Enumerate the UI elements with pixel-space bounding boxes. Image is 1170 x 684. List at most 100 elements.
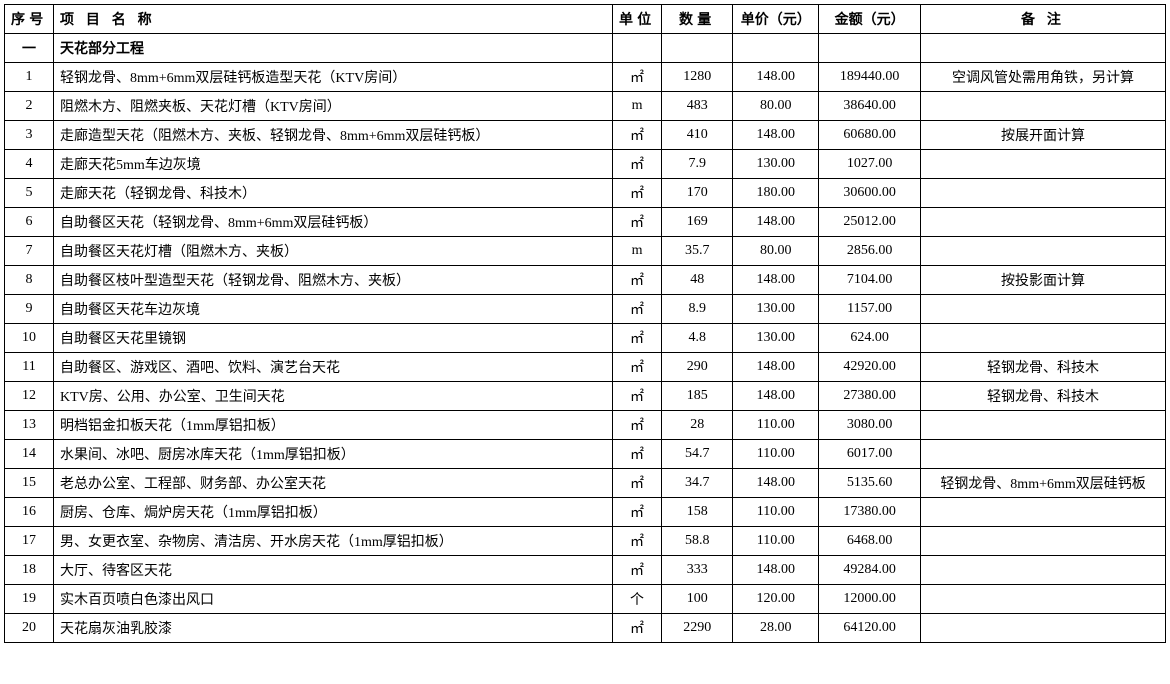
cell-unit: 个 <box>613 585 662 614</box>
cell-amount: 27380.00 <box>819 382 921 411</box>
cell-seq: 19 <box>5 585 54 614</box>
table-row: 5走廊天花（轻钢龙骨、科技木）㎡170180.0030600.00 <box>5 179 1166 208</box>
cell-note <box>921 585 1166 614</box>
header-row: 序号项 目 名 称单位数量单价（元）金额（元）备 注 <box>5 5 1166 34</box>
header-note: 备 注 <box>921 5 1166 34</box>
cell-note <box>921 295 1166 324</box>
cell-seq: 20 <box>5 614 54 643</box>
cell-note <box>921 208 1166 237</box>
cell-price: 148.00 <box>733 556 819 585</box>
cell-name: 自助餐区、游戏区、酒吧、饮料、演艺台天花 <box>53 353 612 382</box>
header-name: 项 目 名 称 <box>53 5 612 34</box>
cell-seq: 9 <box>5 295 54 324</box>
cell-unit: ㎡ <box>613 382 662 411</box>
cell-qty <box>662 34 733 63</box>
cell-qty: 1280 <box>662 63 733 92</box>
cell-amount: 2856.00 <box>819 237 921 266</box>
cell-seq: 7 <box>5 237 54 266</box>
cell-qty: 4.8 <box>662 324 733 353</box>
cell-amount: 38640.00 <box>819 92 921 121</box>
cell-unit: ㎡ <box>613 411 662 440</box>
cell-note: 空调风管处需用角铁，另计算 <box>921 63 1166 92</box>
cell-unit: ㎡ <box>613 353 662 382</box>
cell-unit: ㎡ <box>613 266 662 295</box>
cell-amount: 49284.00 <box>819 556 921 585</box>
table-row: 3走廊造型天花（阻燃木方、夹板、轻钢龙骨、8mm+6mm双层硅钙板）㎡41014… <box>5 121 1166 150</box>
cell-price: 130.00 <box>733 150 819 179</box>
cell-note <box>921 527 1166 556</box>
cell-qty: 290 <box>662 353 733 382</box>
cell-note <box>921 440 1166 469</box>
cell-amount: 6468.00 <box>819 527 921 556</box>
cell-note: 轻钢龙骨、科技木 <box>921 382 1166 411</box>
cell-note <box>921 237 1166 266</box>
cell-price: 180.00 <box>733 179 819 208</box>
cell-amount: 60680.00 <box>819 121 921 150</box>
cell-amount <box>819 34 921 63</box>
cell-amount: 7104.00 <box>819 266 921 295</box>
cell-name: 天花扇灰油乳胶漆 <box>53 614 612 643</box>
table-row: 2阻燃木方、阻燃夹板、天花灯槽（KTV房间）m48380.0038640.00 <box>5 92 1166 121</box>
cell-amount: 17380.00 <box>819 498 921 527</box>
cell-amount: 12000.00 <box>819 585 921 614</box>
table-row: 11自助餐区、游戏区、酒吧、饮料、演艺台天花㎡290148.0042920.00… <box>5 353 1166 382</box>
cell-price: 148.00 <box>733 266 819 295</box>
cell-unit: ㎡ <box>613 469 662 498</box>
cell-qty: 54.7 <box>662 440 733 469</box>
cell-amount: 30600.00 <box>819 179 921 208</box>
cell-price: 80.00 <box>733 92 819 121</box>
header-qty: 数量 <box>662 5 733 34</box>
cell-note: 按投影面计算 <box>921 266 1166 295</box>
cell-unit: m <box>613 92 662 121</box>
cell-unit: ㎡ <box>613 121 662 150</box>
cell-qty: 28 <box>662 411 733 440</box>
cell-price: 120.00 <box>733 585 819 614</box>
cell-unit: ㎡ <box>613 63 662 92</box>
table-row: 15老总办公室、工程部、财务部、办公室天花㎡34.7148.005135.60轻… <box>5 469 1166 498</box>
cell-price: 28.00 <box>733 614 819 643</box>
cell-qty: 8.9 <box>662 295 733 324</box>
cell-amount: 5135.60 <box>819 469 921 498</box>
table-body: 一天花部分工程1轻钢龙骨、8mm+6mm双层硅钙板造型天花（KTV房间）㎡128… <box>5 34 1166 643</box>
cell-qty: 58.8 <box>662 527 733 556</box>
cell-name: 走廊造型天花（阻燃木方、夹板、轻钢龙骨、8mm+6mm双层硅钙板） <box>53 121 612 150</box>
cell-name: 大厅、待客区天花 <box>53 556 612 585</box>
cell-name: 轻钢龙骨、8mm+6mm双层硅钙板造型天花（KTV房间） <box>53 63 612 92</box>
cell-note <box>921 614 1166 643</box>
section-row: 一天花部分工程 <box>5 34 1166 63</box>
cell-unit: ㎡ <box>613 498 662 527</box>
cell-unit: ㎡ <box>613 208 662 237</box>
cell-qty: 34.7 <box>662 469 733 498</box>
cell-qty: 2290 <box>662 614 733 643</box>
cell-unit: ㎡ <box>613 440 662 469</box>
cell-unit: m <box>613 237 662 266</box>
cell-unit: ㎡ <box>613 179 662 208</box>
cell-qty: 410 <box>662 121 733 150</box>
table-row: 14水果间、冰吧、厨房冰库天花（1mm厚铝扣板）㎡54.7110.006017.… <box>5 440 1166 469</box>
cell-seq: 2 <box>5 92 54 121</box>
table-row: 19实木百页喷白色漆出风口个100120.0012000.00 <box>5 585 1166 614</box>
cell-note: 轻钢龙骨、8mm+6mm双层硅钙板 <box>921 469 1166 498</box>
cell-seq: 11 <box>5 353 54 382</box>
cell-seq: 6 <box>5 208 54 237</box>
cell-qty: 185 <box>662 382 733 411</box>
cell-qty: 100 <box>662 585 733 614</box>
cell-seq: 4 <box>5 150 54 179</box>
cell-name: 厨房、仓库、焗炉房天花（1mm厚铝扣板） <box>53 498 612 527</box>
cell-note <box>921 34 1166 63</box>
cell-qty: 333 <box>662 556 733 585</box>
cell-name: 自助餐区天花（轻钢龙骨、8mm+6mm双层硅钙板） <box>53 208 612 237</box>
header-price: 单价（元） <box>733 5 819 34</box>
cell-seq: 3 <box>5 121 54 150</box>
cell-amount: 1157.00 <box>819 295 921 324</box>
cell-amount: 3080.00 <box>819 411 921 440</box>
table-row: 6自助餐区天花（轻钢龙骨、8mm+6mm双层硅钙板）㎡169148.002501… <box>5 208 1166 237</box>
cell-seq: 17 <box>5 527 54 556</box>
cell-name: KTV房、公用、办公室、卫生间天花 <box>53 382 612 411</box>
cell-qty: 48 <box>662 266 733 295</box>
cell-name: 天花部分工程 <box>53 34 612 63</box>
cell-seq: 15 <box>5 469 54 498</box>
cell-amount: 42920.00 <box>819 353 921 382</box>
cell-seq: 12 <box>5 382 54 411</box>
cell-unit: ㎡ <box>613 614 662 643</box>
